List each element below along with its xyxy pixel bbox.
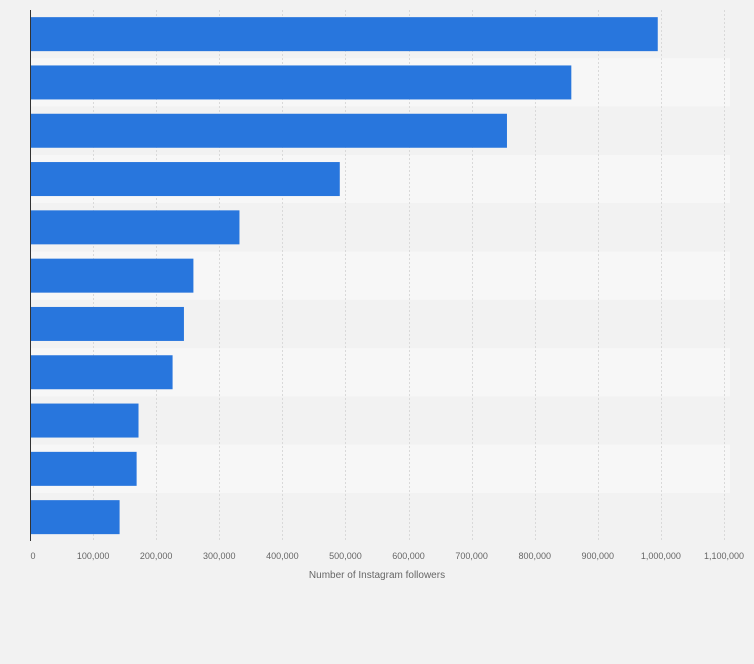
row-band: [30, 493, 730, 542]
x-axis-label: Number of Instagram followers: [309, 570, 445, 581]
bar: [30, 403, 139, 438]
x-tick-label: 100,000: [77, 551, 110, 561]
bar: [30, 113, 507, 148]
bar: [30, 451, 137, 486]
x-tick-label: 600,000: [392, 551, 425, 561]
x-tick-label: 800,000: [518, 551, 551, 561]
x-tick-label: 1,100,000: [704, 551, 744, 561]
x-tick-label: 900,000: [582, 551, 615, 561]
x-tick-label: 700,000: [455, 551, 488, 561]
x-tick-label: 400,000: [266, 551, 299, 561]
x-tick-labels: 0 100,000 200,000 300,000 400,000 500,000 600,…: [30, 551, 744, 561]
row-band: [30, 396, 730, 445]
bar: [30, 258, 194, 293]
x-tick-label: 500,000: [329, 551, 362, 561]
bar: [30, 65, 572, 100]
row-band: [30, 444, 730, 493]
bars: [30, 17, 658, 535]
bar: [30, 355, 173, 390]
bar: [30, 500, 120, 535]
x-tick-label: 200,000: [140, 551, 173, 561]
bar: [30, 306, 184, 341]
x-tick-label: 0: [30, 551, 35, 561]
bar: [30, 162, 340, 197]
bar: [30, 210, 240, 245]
x-tick-label: 1,000,000: [641, 551, 681, 561]
x-tick-label: 300,000: [203, 551, 236, 561]
bar: [30, 17, 658, 52]
